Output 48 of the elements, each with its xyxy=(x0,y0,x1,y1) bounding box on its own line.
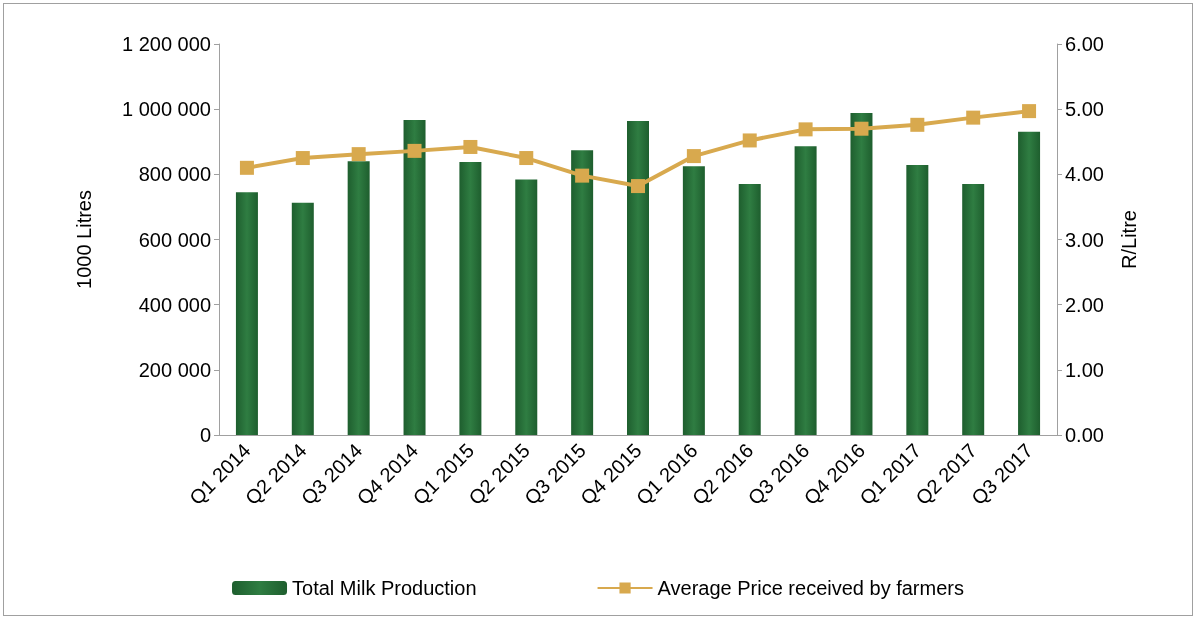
bar xyxy=(459,161,482,435)
bar xyxy=(571,150,594,435)
legend-label: Total Milk Production xyxy=(292,577,477,599)
y-tick-label: 1 000 000 xyxy=(122,98,211,121)
y2-tick-label: 5.00 xyxy=(1065,98,1104,121)
point xyxy=(631,179,645,194)
bar xyxy=(347,161,370,435)
point xyxy=(854,121,869,136)
bar xyxy=(682,166,705,435)
bar xyxy=(906,164,929,435)
point xyxy=(910,117,925,132)
point xyxy=(1022,104,1037,119)
y2-tick-label: 1.00 xyxy=(1065,358,1104,381)
point xyxy=(742,133,757,148)
point xyxy=(351,147,366,162)
y-tick-label: 600 000 xyxy=(138,228,211,251)
y-tick-label: 0 xyxy=(199,424,211,446)
bar xyxy=(1018,131,1041,435)
bar xyxy=(235,192,258,435)
bar xyxy=(794,146,817,435)
y2-axis-title: R/Litre xyxy=(1118,210,1140,269)
y-tick-label: 1 200 000 xyxy=(122,33,211,55)
point xyxy=(798,122,813,137)
point xyxy=(463,139,478,154)
point xyxy=(966,110,981,125)
y2-tick-label: 3.00 xyxy=(1065,228,1104,251)
bar xyxy=(962,184,985,435)
legend-label: Average Price received by farmers xyxy=(657,577,964,599)
bar xyxy=(627,120,649,435)
point xyxy=(519,151,534,166)
point xyxy=(407,143,422,158)
y2-tick-label: 4.00 xyxy=(1065,163,1104,186)
y2-tick-label: 0.00 xyxy=(1065,424,1104,446)
bar xyxy=(850,113,873,435)
bar xyxy=(738,184,761,435)
point xyxy=(239,160,254,175)
y2-tick-label: 6.00 xyxy=(1065,33,1104,55)
point xyxy=(295,151,310,166)
y2-tick-label: 2.00 xyxy=(1065,293,1104,316)
y-tick-label: 200 000 xyxy=(138,358,211,381)
bar xyxy=(515,179,538,435)
bar xyxy=(291,202,314,435)
y-tick-label: 400 000 xyxy=(138,293,211,316)
point xyxy=(575,168,590,183)
bar xyxy=(403,119,426,435)
y-tick-label: 800 000 xyxy=(138,163,211,186)
y-axis-title: 1000 Litres xyxy=(73,190,95,289)
point xyxy=(686,149,701,164)
